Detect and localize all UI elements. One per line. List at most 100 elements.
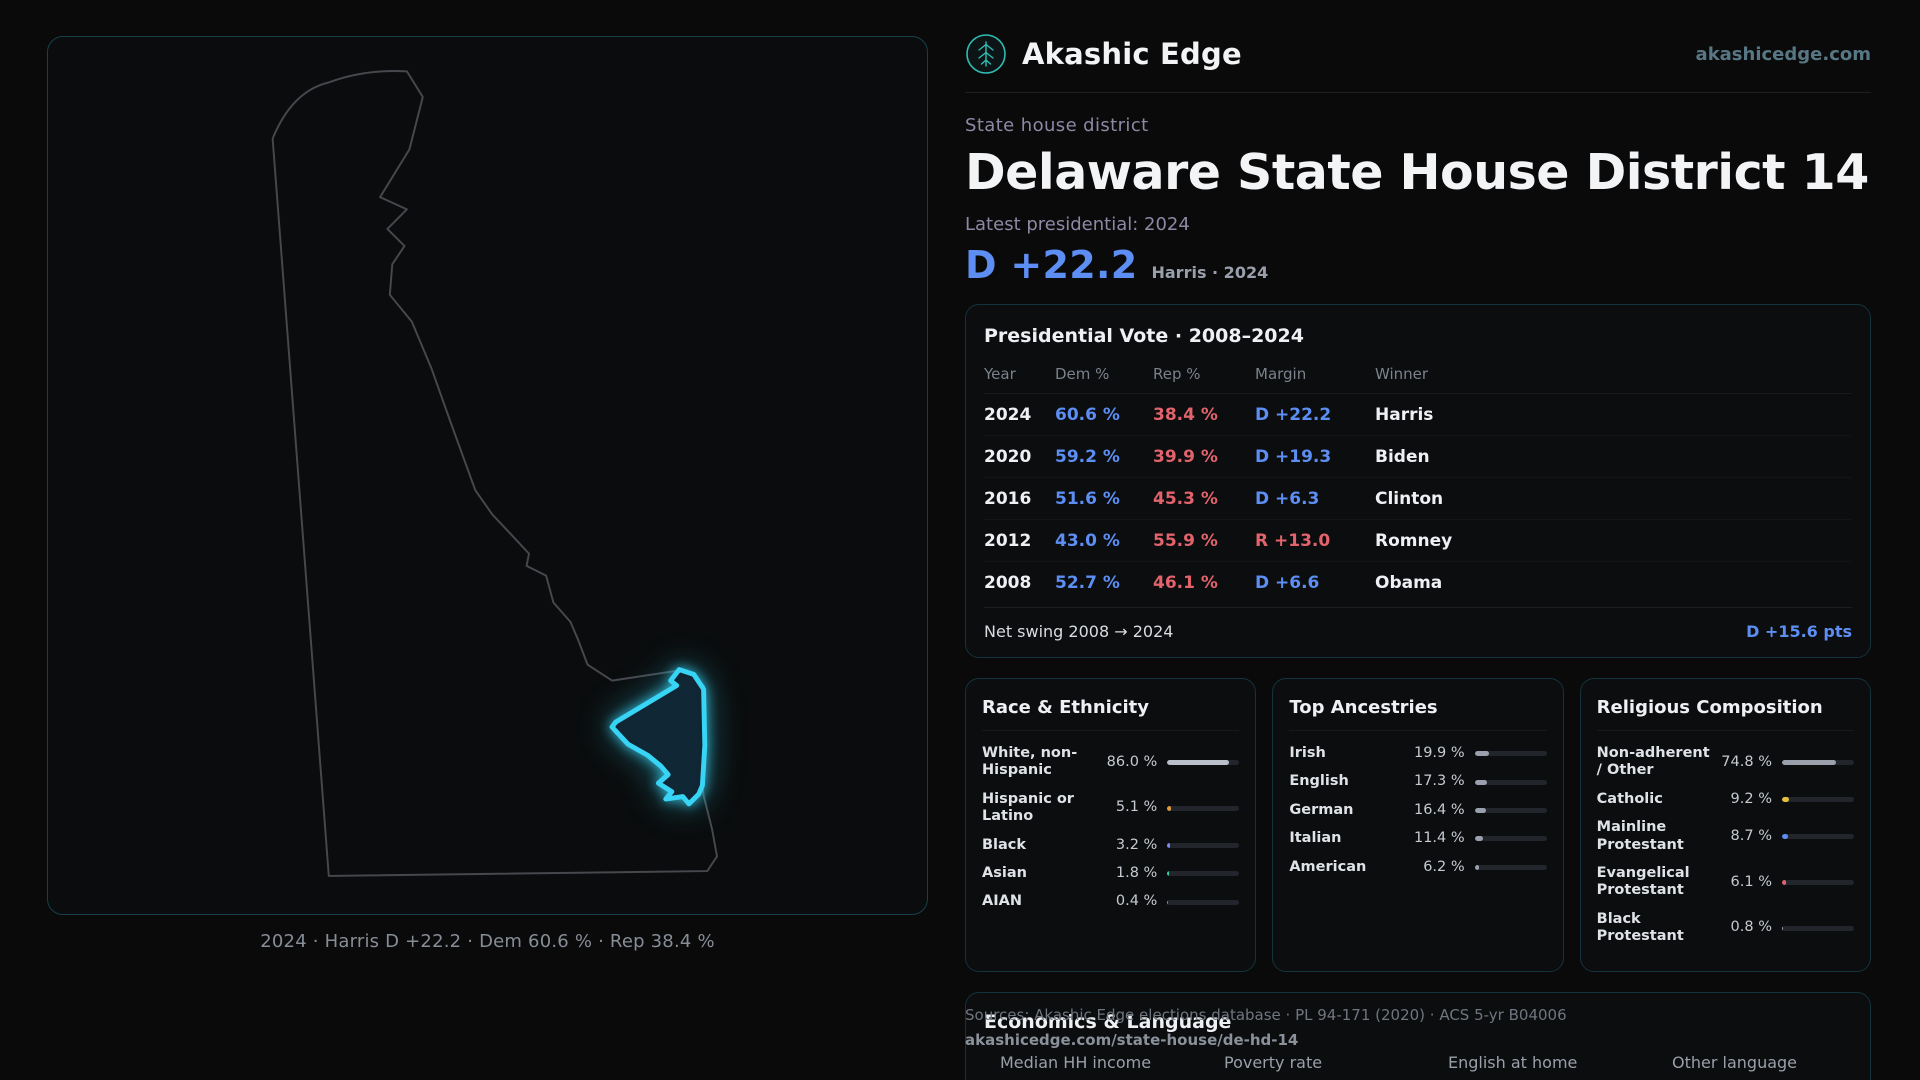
bar-track xyxy=(1474,864,1547,870)
akashic-edge-logo-icon[interactable] xyxy=(965,33,1007,75)
vote-table: Year Dem % Rep % Margin Winner 2024 60.6… xyxy=(984,359,1852,603)
stat-english-at-home: English at home 93.8 % xyxy=(1448,1053,1672,1080)
demo-value: 9.2 % xyxy=(1730,790,1772,807)
bar-fill xyxy=(1474,779,1488,785)
demo-value: 1.8 % xyxy=(1115,864,1158,881)
demo-label: Black Protestant xyxy=(1596,910,1684,945)
demo-label: Black xyxy=(982,836,1027,853)
bar-track xyxy=(1167,842,1240,848)
dem-pct: 59.2 % xyxy=(1055,446,1120,467)
demo-row: Mainline Protestant 8.7 % xyxy=(1597,819,1854,854)
footer-sources: Sources: Akashic Edge elections database… xyxy=(965,1006,1567,1024)
delaware-outline-path xyxy=(271,70,718,877)
demo-row: Black 3.2 % xyxy=(982,836,1240,854)
bar-track xyxy=(1781,759,1854,765)
demo-value: 86.0 % xyxy=(1106,753,1158,770)
demo-label: Mainline Protestant xyxy=(1596,819,1684,853)
demo-row: American 6.2 % xyxy=(1289,858,1547,876)
district-map-panel xyxy=(47,36,928,915)
religion-card-title: Religious Composition xyxy=(1596,697,1854,731)
demo-label: Evangelical Protestant xyxy=(1596,864,1690,899)
bar-fill xyxy=(1167,805,1171,811)
bar-fill xyxy=(1474,751,1489,757)
page-title: Delaware State House District 14 xyxy=(965,144,1869,201)
bar-fill xyxy=(1781,925,1783,931)
demo-label: American xyxy=(1289,858,1367,875)
demo-value: 16.4 % xyxy=(1413,801,1465,818)
header-divider xyxy=(965,92,1871,93)
footer-permalink[interactable]: akashicedge.com/state-house/de-hd-14 xyxy=(965,1031,1299,1049)
bar-track xyxy=(1474,751,1547,757)
demo-row: Italian 11.4 % xyxy=(1289,830,1547,847)
demo-row: Hispanic or Latino 5.1 % xyxy=(982,790,1240,826)
col-year: Year xyxy=(984,365,1016,383)
demo-label: English xyxy=(1289,773,1349,790)
col-margin: Margin xyxy=(1255,365,1307,383)
demo-value: 3.2 % xyxy=(1115,836,1158,853)
stat-other-language: Other language 6.2 % xyxy=(1672,1053,1896,1080)
site-domain-link[interactable]: akashicedge.com xyxy=(1695,43,1871,65)
bar-track xyxy=(1474,807,1547,813)
net-swing-row: Net swing 2008 → 2024 D +15.6 pts xyxy=(984,607,1852,641)
race-ethnicity-card: Race & Ethnicity White, non-Hispanic 86.… xyxy=(965,678,1257,972)
rep-pct: 55.9 % xyxy=(1153,530,1218,551)
vote-row: 2016 51.6 % 45.3 % D +6.3 Clinton xyxy=(984,478,1852,520)
bar-track xyxy=(1167,871,1240,877)
race-card-title: Race & Ethnicity xyxy=(982,697,1240,731)
demo-label: Irish xyxy=(1289,745,1326,761)
stat-label: Poverty rate xyxy=(1224,1052,1323,1072)
demo-label: Asian xyxy=(982,864,1027,881)
dem-pct: 52.7 % xyxy=(1055,572,1120,593)
bar-track xyxy=(1474,779,1547,785)
footer: Sources: Akashic Edge elections database… xyxy=(965,1003,1567,1053)
dem-pct: 60.6 % xyxy=(1055,404,1120,425)
margin: D +22.2 xyxy=(1255,404,1332,425)
col-dem: Dem % xyxy=(1055,365,1110,383)
demo-value: 5.1 % xyxy=(1115,799,1158,816)
bar-fill xyxy=(1474,864,1480,870)
demo-value: 11.4 % xyxy=(1413,830,1465,847)
bar-track xyxy=(1781,834,1854,840)
rep-pct: 38.4 % xyxy=(1153,404,1218,425)
vote-table-header: Year Dem % Rep % Margin Winner xyxy=(984,359,1852,394)
bar-track xyxy=(1781,925,1854,931)
vote-row: 2012 43.0 % 55.9 % R +13.0 Romney xyxy=(984,520,1852,562)
demo-value: 0.4 % xyxy=(1115,893,1158,910)
stat-label: English at home xyxy=(1448,1052,1578,1072)
year: 2012 xyxy=(984,530,1032,551)
winner: Biden xyxy=(1375,446,1430,467)
demo-label: Non-adherent / Other xyxy=(1596,745,1710,779)
demo-value: 74.8 % xyxy=(1721,753,1772,770)
demo-row: Asian 1.8 % xyxy=(982,864,1240,882)
vote-card-title: Presidential Vote · 2008–2024 xyxy=(984,325,1304,347)
vote-row: 2024 60.6 % 38.4 % D +22.2 Harris xyxy=(984,394,1852,436)
headline-margin-row: D +22.2 Harris · 2024 xyxy=(965,243,1871,287)
bar-fill xyxy=(1781,879,1787,885)
top-ancestries-card: Top Ancestries Irish 19.9 % English 17.3… xyxy=(1272,678,1564,972)
demo-row: Black Protestant 0.8 % xyxy=(1597,911,1854,946)
margin: D +19.3 xyxy=(1255,446,1332,467)
district-14-shape-path[interactable] xyxy=(609,667,708,807)
year: 2024 xyxy=(984,404,1032,425)
demo-row: German 16.4 % xyxy=(1289,801,1547,819)
demo-label: Italian xyxy=(1289,830,1342,847)
demo-value: 8.7 % xyxy=(1730,827,1772,844)
demo-row: English 17.3 % xyxy=(1289,773,1547,790)
economics-language-card: Economics & Language Median HH income $1… xyxy=(965,991,1871,1080)
net-swing-value: D +15.6 pts xyxy=(1746,622,1852,641)
dem-pct: 51.6 % xyxy=(1055,488,1120,509)
map-caption: 2024 · Harris D +22.2 · Dem 60.6 % · Rep… xyxy=(260,931,715,952)
demo-label: Catholic xyxy=(1596,790,1663,807)
margin: D +6.3 xyxy=(1255,488,1320,509)
demo-label: Hispanic or Latino xyxy=(982,790,1074,825)
winner: Romney xyxy=(1375,530,1453,551)
winner: Clinton xyxy=(1375,488,1444,509)
net-swing-label: Net swing 2008 → 2024 xyxy=(984,622,1174,641)
headline-margin: D +22.2 xyxy=(965,243,1138,287)
bar-fill xyxy=(1474,807,1487,813)
bar-fill xyxy=(1781,834,1789,840)
col-winner: Winner xyxy=(1375,365,1429,383)
economics-stats: Median HH income $104,429 Poverty rate 7… xyxy=(984,1053,1852,1080)
year: 2020 xyxy=(984,446,1032,467)
winner: Obama xyxy=(1375,572,1443,593)
